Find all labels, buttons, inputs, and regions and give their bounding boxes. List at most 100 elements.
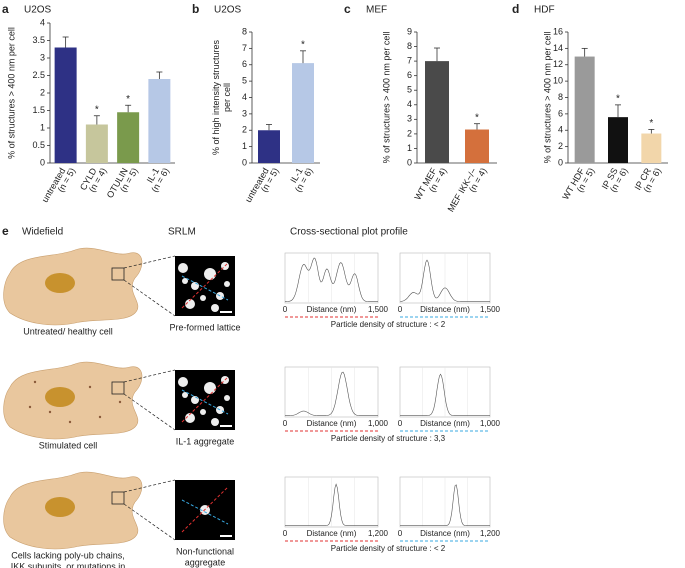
y-tick-label: 16 <box>553 26 563 36</box>
density-label: Particle density of structure : < 2 <box>331 544 446 553</box>
y-tick-label: 0 <box>242 157 247 167</box>
plot-xlabel: Distance (nm) <box>420 305 470 314</box>
y-tick-label: 5 <box>407 85 412 95</box>
bar <box>54 47 77 163</box>
srlm-spot <box>185 413 195 423</box>
bar <box>85 124 108 163</box>
y-tick-label: 7 <box>407 55 412 65</box>
profile-curve <box>400 373 490 416</box>
panel-letter: b <box>192 2 199 16</box>
panel-title: HDF <box>534 5 555 16</box>
panel-title: U2OS <box>214 5 242 16</box>
srlm-spot <box>200 295 206 301</box>
y-tick-label: 3 <box>407 114 412 124</box>
y-tick-label: 4 <box>242 92 247 102</box>
y-tick-label: 2.5 <box>32 70 45 80</box>
plot-xlabel: Distance (nm) <box>307 305 357 314</box>
srlm-spot <box>182 278 188 284</box>
zoom-line <box>123 279 176 317</box>
profile-curve <box>399 259 490 302</box>
plot-xmax: 1,000 <box>480 419 501 428</box>
srlm-label: aggregate <box>185 557 226 567</box>
srlm-label: IL-1 aggregate <box>176 436 235 446</box>
plot-xmax: 1,200 <box>480 529 501 538</box>
plot-xmin: 0 <box>283 529 288 538</box>
bar <box>425 61 449 163</box>
y-tick-label: 6 <box>558 108 563 118</box>
y-axis-label: % of structures > 400 nm per cell <box>6 27 16 159</box>
cell-label: Stimulated cell <box>39 440 98 450</box>
y-tick-label: 5 <box>242 76 247 86</box>
y-tick-label: 1 <box>40 122 45 132</box>
cell-label: Cells lacking poly-ub chains, <box>11 550 125 560</box>
bar <box>292 63 314 163</box>
cross-section <box>181 389 229 415</box>
y-tick-label: 4 <box>40 17 45 27</box>
cell-label: Untreated/ healthy cell <box>23 326 113 336</box>
plot-xlabel: Distance (nm) <box>420 529 470 538</box>
y-tick-label: 4 <box>558 125 563 135</box>
y-tick-label: 3 <box>40 52 45 62</box>
y-tick-label: 6 <box>242 59 247 69</box>
panel-title: MEF <box>366 5 387 16</box>
y-tick-label: 3 <box>242 108 247 118</box>
srlm-spot <box>224 395 230 401</box>
y-tick-label: 8 <box>242 26 247 36</box>
y-tick-label: 0 <box>558 157 563 167</box>
plot-xmin: 0 <box>283 305 288 314</box>
y-tick-label: 8 <box>558 92 563 102</box>
srlm-spot <box>204 268 216 280</box>
y-tick-label: 2 <box>558 141 563 151</box>
y-tick-label: 0 <box>407 157 412 167</box>
srlm-spot <box>182 392 188 398</box>
srlm-spot <box>178 263 188 273</box>
bar <box>117 112 140 163</box>
y-tick-label: 2 <box>407 128 412 138</box>
bar <box>258 130 280 163</box>
zoom-box <box>111 381 125 395</box>
srlm-spot <box>191 282 199 290</box>
srlm-spot <box>185 299 195 309</box>
y-tick-label: 0.5 <box>32 140 45 150</box>
bar <box>148 79 171 163</box>
zoom-line <box>123 393 176 431</box>
column-header: Widefield <box>22 227 63 238</box>
zoom-line <box>123 503 176 541</box>
bar <box>641 133 662 163</box>
y-tick-label: 6 <box>407 70 412 80</box>
y-tick-label: 1 <box>407 143 412 153</box>
y-axis-label: % of structures > 400 nm per cell <box>381 32 391 164</box>
plot-xmax: 1,500 <box>480 305 501 314</box>
significance-star: * <box>649 118 653 129</box>
plot-xmax: 1,500 <box>368 305 389 314</box>
significance-star: * <box>616 94 620 105</box>
panel-letter: e <box>2 224 9 238</box>
y-axis-label: % of high intensity structures <box>211 39 221 155</box>
srlm-label: Pre-formed lattice <box>169 322 240 332</box>
density-label: Particle density of structure : 3,3 <box>331 434 446 443</box>
zoom-line <box>123 369 176 383</box>
dot <box>33 380 37 384</box>
cross-section <box>181 376 229 423</box>
y-tick-label: 4 <box>407 99 412 109</box>
y-tick-label: 12 <box>553 59 563 69</box>
cell-label: IKK subunits, or mutations in <box>11 561 126 568</box>
panel-title: U2OS <box>24 5 52 16</box>
plot-xlabel: Distance (nm) <box>307 529 357 538</box>
significance-star: * <box>301 39 305 50</box>
zoom-line <box>123 479 176 493</box>
cross-section <box>181 499 229 525</box>
profile-curve <box>285 257 378 302</box>
srlm-spot <box>204 382 216 394</box>
y-tick-label: 7 <box>242 43 247 53</box>
srlm-label: Non-functional <box>176 546 234 556</box>
profile-curve <box>285 371 378 416</box>
column-header: Cross-sectional plot profile <box>290 227 408 238</box>
plot-xmin: 0 <box>398 305 403 314</box>
column-header: SRLM <box>168 227 196 238</box>
y-axis-label: per cell <box>222 83 232 112</box>
plot-xlabel: Distance (nm) <box>420 419 470 428</box>
srlm-spot <box>211 304 219 312</box>
y-tick-label: 1 <box>242 141 247 151</box>
